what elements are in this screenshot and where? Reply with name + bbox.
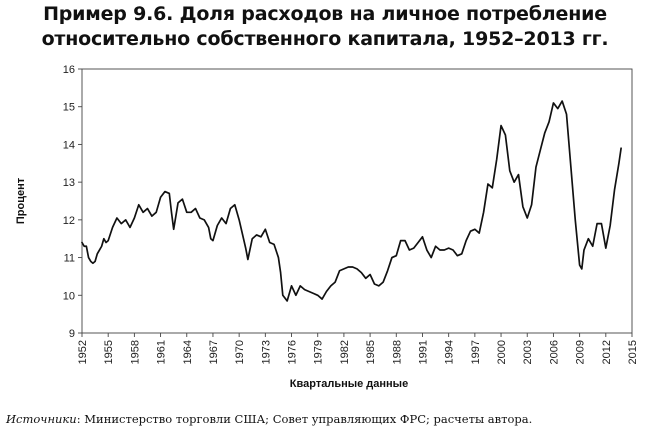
- x-tick-label: 1967: [208, 340, 220, 364]
- chart-title-line-2: относительно собственного капитала, 1952…: [41, 28, 609, 50]
- y-tick-label: 15: [63, 102, 75, 114]
- plot-frame: [81, 68, 633, 334]
- line-chart: 9 10 11 12 13 14 15 16 1952 1955 1958 1961 1964 1967 1…: [15, 64, 639, 390]
- source-text: : Министерство торговли США; Совет управ…: [76, 412, 533, 426]
- x-tick-label: 1976: [287, 340, 299, 364]
- series-line-0: [81, 100, 622, 302]
- x-tick-label: 1952: [77, 340, 89, 364]
- x-tick-label: 1982: [339, 340, 351, 364]
- x-tick-label: 1988: [391, 340, 403, 364]
- y-tick-label: 9: [69, 328, 75, 340]
- x-tick-label: 1964: [182, 340, 194, 364]
- chart-title-line-1: Пример 9.6. Доля расходов на личное потр…: [43, 3, 607, 25]
- source-lead: Источники: [6, 412, 77, 426]
- x-axis-label: Квартальные данные: [290, 378, 408, 390]
- y-tick-label: 12: [63, 215, 75, 227]
- x-tick-label: 1970: [234, 340, 246, 364]
- x-tick-label: 1991: [417, 340, 429, 364]
- x-tick-label: 2015: [627, 340, 639, 364]
- x-tick-label: 1961: [156, 340, 168, 364]
- x-tick-label: 2009: [575, 340, 587, 364]
- chart-title: Пример 9.6. Доля расходов на личное потр…: [0, 2, 650, 52]
- x-tick-label: 1955: [103, 340, 115, 364]
- y-axis-label: Процент: [15, 177, 27, 224]
- x-tick-label: 1985: [365, 340, 377, 364]
- y-tick-label: 13: [63, 177, 75, 189]
- y-tick-label: 16: [63, 64, 75, 76]
- x-tick-label: 1997: [470, 340, 482, 364]
- y-tick-label: 11: [64, 253, 75, 265]
- x-tick-label: 1979: [313, 340, 325, 364]
- y-tick-label: 14: [63, 139, 75, 151]
- x-tick-label: 1958: [129, 340, 141, 364]
- x-tick-label: 1973: [260, 340, 272, 364]
- x-tick-label: 1994: [444, 340, 456, 364]
- source-note: Источники: Министерство торговли США; Со…: [6, 412, 532, 426]
- x-tick-label: 2000: [496, 340, 508, 364]
- x-tick-label: 2012: [601, 340, 613, 364]
- x-tick-label: 2003: [522, 340, 534, 364]
- y-tick-label: 10: [63, 290, 75, 302]
- x-tick-label: 2006: [548, 340, 560, 364]
